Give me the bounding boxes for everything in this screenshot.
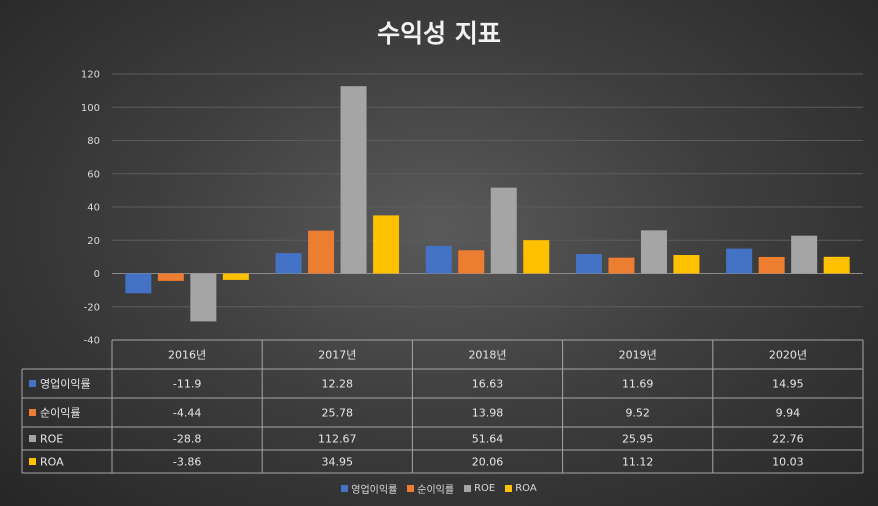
table-category-label: 2018년 (468, 349, 506, 362)
legend-swatch (341, 485, 349, 492)
bar (275, 253, 302, 274)
table-series-label: 순이익률 (40, 407, 80, 420)
legend-swatch (407, 485, 415, 492)
bar (425, 245, 452, 274)
legend-label: 영업이익률 (351, 485, 398, 496)
y-tick-label: 0 (94, 269, 100, 280)
bar (157, 273, 184, 281)
legend-label: ROA (515, 483, 537, 494)
bar (523, 240, 550, 274)
y-tick-label: -20 (84, 302, 100, 313)
y-tick-label: 60 (87, 169, 100, 180)
table-category-label: 2019년 (619, 349, 657, 362)
bar (308, 230, 335, 274)
bar (490, 187, 517, 274)
legend: 영업이익률 순이익률 ROE ROA (0, 481, 878, 496)
table-value: 112.67 (318, 433, 357, 446)
bar (125, 273, 152, 294)
bar (823, 256, 850, 274)
y-tick-label: 20 (87, 236, 100, 247)
table-value: -3.86 (173, 456, 201, 469)
bar (758, 256, 785, 274)
legend-item-roe: ROE (464, 481, 495, 496)
legend-item-roa: ROA (505, 481, 537, 496)
table-value: -11.9 (173, 378, 201, 391)
grid-lines (112, 73, 863, 341)
bar (373, 215, 400, 274)
bar (190, 273, 217, 322)
y-tick-label: 40 (87, 203, 100, 214)
y-tick-label: 100 (81, 103, 100, 114)
table-category-label: 2020년 (769, 349, 807, 362)
table-series-swatch (29, 409, 36, 416)
legend-swatch (464, 485, 472, 492)
table-value: 25.78 (322, 407, 354, 420)
legend-label: 순이익률 (417, 485, 455, 496)
legend-label: ROE (474, 483, 496, 494)
table-category-label: 2016년 (168, 349, 206, 362)
table-series-swatch (29, 458, 36, 465)
chart-title: 수익성 지표 (377, 19, 501, 48)
bar (673, 255, 700, 274)
bar (640, 230, 667, 274)
bar (458, 250, 485, 274)
table-value: -4.44 (173, 407, 201, 420)
table-value: 9.94 (776, 407, 801, 420)
legend-item-operating-margin: 영업이익률 (341, 481, 397, 496)
y-tick-label: -40 (84, 336, 100, 347)
table-series-swatch (29, 435, 36, 442)
table-value: 51.64 (472, 433, 504, 446)
bar (608, 257, 635, 274)
table-value: 14.95 (772, 378, 804, 391)
table-value: 22.76 (772, 433, 804, 446)
table-series-label: ROE (40, 433, 63, 446)
table-value: 11.12 (622, 456, 654, 469)
table-value: 20.06 (472, 456, 504, 469)
table-series-label: 영업이익률 (40, 378, 91, 391)
bar (726, 248, 753, 274)
table-value: 34.95 (322, 456, 354, 469)
bar (340, 86, 367, 274)
table-value: 25.95 (622, 433, 654, 446)
y-tick-label: 80 (87, 136, 100, 147)
table-value: 13.98 (472, 407, 504, 420)
bar (222, 273, 249, 280)
table-category-label: 2017년 (318, 349, 356, 362)
table-series-swatch (29, 380, 36, 387)
legend-item-net-margin: 순이익률 (407, 481, 454, 496)
legend-swatch (505, 485, 513, 492)
y-tick-label: 120 (81, 70, 100, 81)
table-value: 9.52 (625, 407, 650, 420)
table-value: 11.69 (622, 378, 654, 391)
table-series-label: ROA (40, 456, 64, 469)
y-axis-ticks: 120 100 80 60 40 20 0 -20 -40 (81, 70, 100, 347)
table-value: 12.28 (322, 378, 354, 391)
bar (575, 254, 602, 274)
table-value: -28.8 (173, 433, 201, 446)
table-value: 10.03 (772, 456, 804, 469)
table-value: 16.63 (472, 378, 504, 391)
bars (125, 86, 850, 322)
bar (791, 235, 818, 274)
